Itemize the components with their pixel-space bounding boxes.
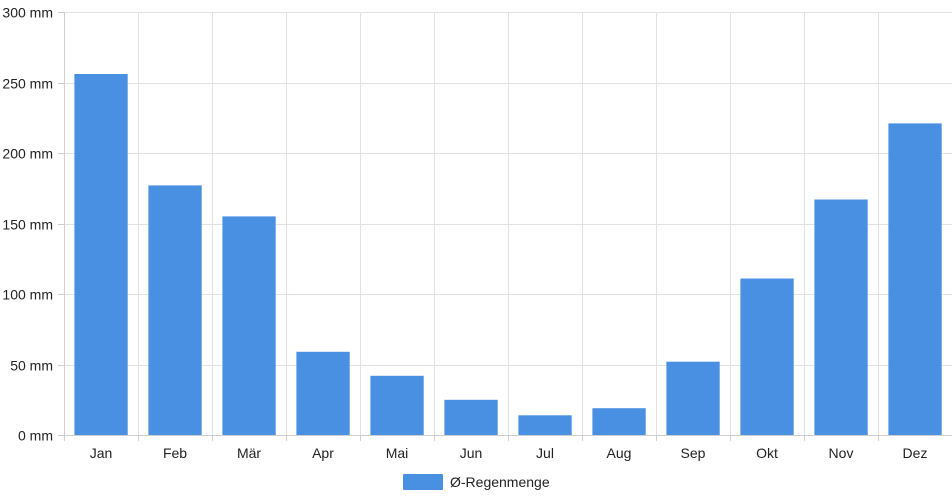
y-tick-label: 250 mm xyxy=(2,76,53,92)
y-tick-label: 300 mm xyxy=(2,5,53,21)
x-tick-label: Jul xyxy=(536,445,554,461)
bar-mai[interactable] xyxy=(370,375,424,435)
bar-okt[interactable] xyxy=(740,278,794,436)
grid-lines xyxy=(64,12,952,435)
bar-jun[interactable] xyxy=(444,399,498,436)
x-tick-labels: Jan Feb Mär Apr Mai Jun Jul Aug Sep Okt Nov Dez xyxy=(90,445,928,461)
legend[interactable]: Ø-Regenmenge xyxy=(403,474,550,490)
bars xyxy=(74,74,942,436)
x-tick-label: Dez xyxy=(903,445,928,461)
y-tick-labels: 0 mm 50 mm 100 mm 150 mm 200 mm 250 mm 300 mm xyxy=(2,5,53,444)
x-tick-label: Okt xyxy=(756,445,778,461)
x-tick-label: Aug xyxy=(607,445,632,461)
x-tick-label: Apr xyxy=(312,445,334,461)
y-tick-label: 50 mm xyxy=(10,358,53,374)
x-tick-label: Jun xyxy=(460,445,483,461)
bar-mär[interactable] xyxy=(222,216,276,435)
y-tick-label: 150 mm xyxy=(2,217,53,233)
legend-label: Ø-Regenmenge xyxy=(450,474,550,490)
x-tick-label: Jan xyxy=(90,445,113,461)
x-tick-label: Mär xyxy=(237,445,261,461)
x-tick-label: Feb xyxy=(163,445,187,461)
x-tick-label: Nov xyxy=(829,445,854,461)
axes xyxy=(58,12,952,441)
y-tick-label: 200 mm xyxy=(2,146,53,162)
bar-aug[interactable] xyxy=(592,408,646,435)
x-tick-label: Mai xyxy=(386,445,409,461)
bar-sep[interactable] xyxy=(666,361,720,435)
bar-jan[interactable] xyxy=(74,74,128,435)
y-tick-label: 100 mm xyxy=(2,287,53,303)
bar-apr[interactable] xyxy=(296,351,350,435)
y-tick-label: 0 mm xyxy=(18,428,53,444)
bar-nov[interactable] xyxy=(814,199,868,436)
bar-feb[interactable] xyxy=(148,185,202,435)
bar-dez[interactable] xyxy=(888,123,942,436)
x-tick-label: Sep xyxy=(681,445,706,461)
bar-jul[interactable] xyxy=(518,415,572,435)
legend-swatch xyxy=(403,474,443,490)
